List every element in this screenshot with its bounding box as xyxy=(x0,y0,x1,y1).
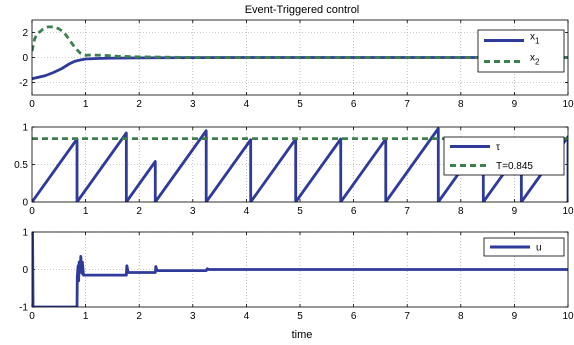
x-tick-label: 2 xyxy=(136,99,142,110)
x-tick-label: 9 xyxy=(512,206,518,217)
y-tick-label: -2 xyxy=(19,78,28,89)
legend: τ T=0.845 xyxy=(443,136,565,176)
x-tick-label: 1 xyxy=(83,311,89,322)
x-tick-label: 8 xyxy=(458,311,464,322)
series-group xyxy=(32,25,568,81)
x-tick-label: 3 xyxy=(190,311,196,322)
y-tick-label: 0 xyxy=(22,265,28,276)
legend-label: u xyxy=(536,243,542,254)
y-tick-label: 0.5 xyxy=(14,160,28,171)
x-tick-label: 10 xyxy=(562,206,574,217)
x-tick-label: 3 xyxy=(190,99,196,110)
y-tick-label: 1 xyxy=(22,228,28,239)
series-line xyxy=(32,232,568,307)
legend: u xyxy=(483,237,565,257)
subplot-tau: 0 1 2 3 4 5 6 7 8 9 10 0 0.5 1 τ T=0.845 xyxy=(14,123,574,218)
x-tick-label: 0 xyxy=(29,99,35,110)
x-tick-label: 6 xyxy=(351,311,357,322)
x-tick-label: 1 xyxy=(83,99,89,110)
axes-frame xyxy=(31,19,569,96)
x-tick-label: 4 xyxy=(244,206,250,217)
y-tick-label: 1 xyxy=(22,123,28,134)
x-tick-label: 0 xyxy=(29,206,35,217)
x-tick-label: 4 xyxy=(244,311,250,322)
x-tick-label: 6 xyxy=(351,206,357,217)
axes-frame xyxy=(31,126,569,203)
figure-title: Event-Triggered control xyxy=(245,4,360,16)
x-tick-label: 5 xyxy=(297,99,303,110)
y-tick-label: 0 xyxy=(22,198,28,209)
x-tick-label: 10 xyxy=(562,99,574,110)
x-tick-label: 2 xyxy=(136,206,142,217)
x-tick-label: 1 xyxy=(83,206,89,217)
x-tick-label: 6 xyxy=(351,99,357,110)
x-tick-label: 7 xyxy=(404,206,410,217)
series-line xyxy=(32,25,568,59)
x-tick-label: 5 xyxy=(297,311,303,322)
x-tick-label: 7 xyxy=(404,311,410,322)
x-tick-label: 8 xyxy=(458,206,464,217)
series-group xyxy=(32,232,568,307)
x-tick-label: 9 xyxy=(512,311,518,322)
y-tick-label: 2 xyxy=(22,28,28,39)
x-tick-label: 0 xyxy=(29,311,35,322)
x-tick-label: 3 xyxy=(190,206,196,217)
x-tick-label: 2 xyxy=(136,311,142,322)
legend-label: τ xyxy=(496,142,500,153)
x-tick-label: 10 xyxy=(562,311,574,322)
x-tick-label: 8 xyxy=(458,99,464,110)
legend: x1 x2 xyxy=(477,29,565,73)
x-tick-label: 5 xyxy=(297,206,303,217)
y-tick-label: 0 xyxy=(22,53,28,64)
y-tick-label: -1 xyxy=(19,303,28,314)
legend-label: x2 xyxy=(530,53,540,67)
legend-label: x1 xyxy=(530,32,540,46)
legend-label: T=0.845 xyxy=(496,161,533,172)
legend-box xyxy=(477,29,565,73)
legend-box xyxy=(443,136,565,176)
x-tick-label: 4 xyxy=(244,99,250,110)
axes-frame xyxy=(31,231,569,308)
x-tick-label: 9 xyxy=(512,99,518,110)
x-tick-label: 7 xyxy=(404,99,410,110)
x-axis-label: time xyxy=(292,329,313,341)
